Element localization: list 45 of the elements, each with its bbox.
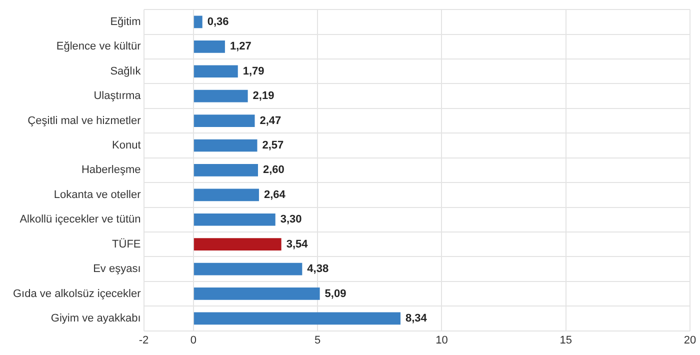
data-label: 0,36: [207, 16, 229, 28]
y-tick-label: Gıda ve alkolsüz içecekler: [12, 288, 142, 300]
x-tick-label: 15: [560, 334, 572, 346]
y-tick-label: Ulaştırma: [94, 90, 142, 102]
data-label: 2,19: [252, 90, 274, 102]
bar: [194, 139, 258, 152]
y-tick-label: Eğitim: [110, 16, 141, 28]
data-label: 3,54: [286, 238, 309, 250]
y-tick-label: TÜFE: [112, 237, 141, 250]
bar: [194, 90, 248, 102]
x-tick-label: -2: [138, 334, 149, 346]
bar: [194, 262, 302, 276]
data-label: 8,34: [406, 312, 428, 324]
y-tick-label: Alkollü içecekler ve tütün: [20, 214, 141, 226]
x-tick-label: 5: [314, 334, 321, 346]
bar: [194, 114, 255, 127]
y-tick-label: Lokanta ve oteller: [54, 188, 142, 201]
y-tick-label: Giyim ve ayakkabı: [50, 312, 141, 324]
bar: [194, 288, 320, 300]
data-label: 2,47: [260, 114, 282, 127]
data-label: 1,79: [242, 65, 264, 78]
data-label: 2,60: [262, 164, 284, 176]
y-tick-label: Haberleşme: [81, 164, 141, 176]
data-label: 2,57: [262, 140, 284, 152]
y-tick-label: Sağlık: [110, 65, 142, 78]
x-tick-label: 20: [684, 334, 696, 346]
data-label: 2,64: [264, 188, 286, 201]
y-tick-label: Ev eşyası: [93, 263, 141, 276]
data-label: 5,09: [324, 288, 346, 300]
bar: [194, 40, 225, 53]
data-label: 3,30: [280, 214, 302, 226]
bar: [194, 164, 258, 176]
bar: [194, 188, 259, 202]
x-tick-label: 10: [436, 334, 448, 346]
bar: [194, 65, 238, 78]
y-tick-label: Konut: [112, 140, 141, 152]
y-tick-label: Çeşitli mal ve hizmetler: [28, 114, 142, 127]
bar: [194, 312, 401, 325]
x-tick-label: 0: [190, 334, 196, 346]
bar: [194, 238, 282, 250]
bar: [194, 213, 276, 226]
bar: [194, 16, 202, 28]
data-label: 4,38: [307, 263, 329, 276]
data-label: 1,27: [230, 40, 252, 53]
y-tick-label: Eğlence ve kültür: [56, 40, 142, 53]
